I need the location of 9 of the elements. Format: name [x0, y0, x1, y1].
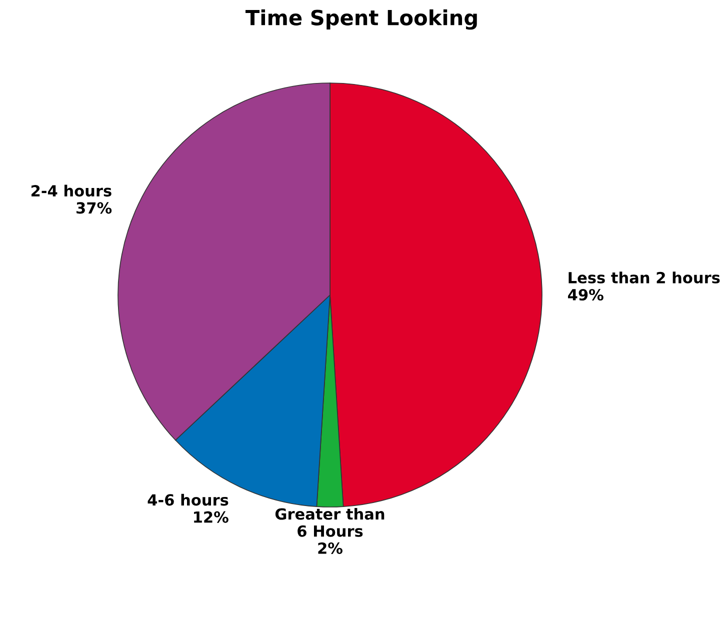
- slice-label: 4-6 hours: [148, 494, 228, 506]
- data-label: 12%: [194, 511, 228, 523]
- data-label: 49%: [568, 288, 604, 301]
- data-label: 37%: [76, 202, 112, 214]
- chart-title: Time Spent Looking: [246, 9, 477, 30]
- slice-label: 2-4 hours: [32, 184, 112, 197]
- slice-label: Greater than 6 Hours: [275, 508, 384, 537]
- data-label: 2%: [318, 542, 342, 554]
- slice-label: Less than 2 hours: [568, 272, 720, 284]
